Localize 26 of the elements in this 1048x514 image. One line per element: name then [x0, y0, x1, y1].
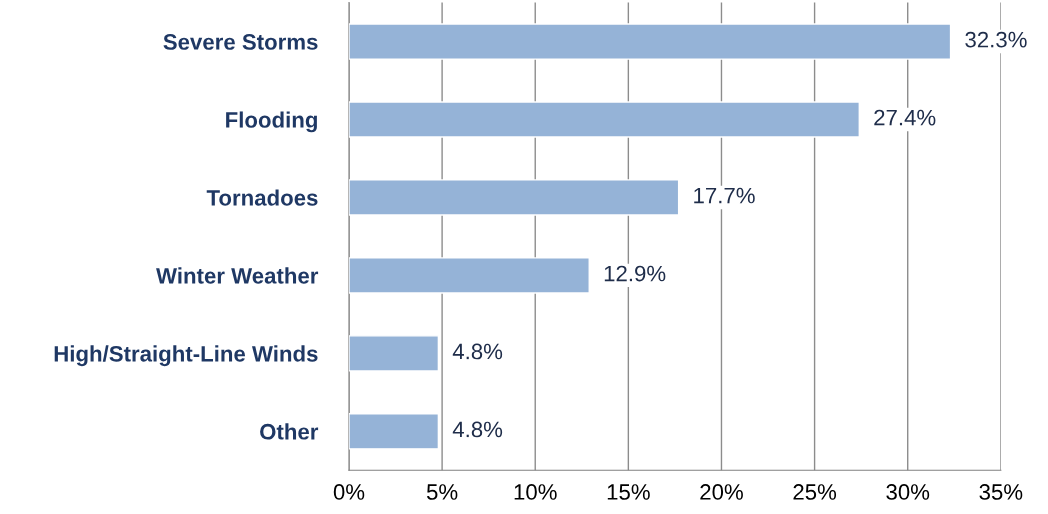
- data-label: 27.4%: [874, 109, 936, 126]
- x-tick-label: 15%: [607, 484, 650, 500]
- data-label: 32.3%: [965, 31, 1027, 48]
- data-label: 12.9%: [604, 265, 666, 282]
- y-tick-label: Flooding: [226, 111, 317, 133]
- bar: [348, 413, 440, 450]
- y-tick-label: Severe Storms: [163, 34, 318, 50]
- x-tick-label: 30%: [886, 484, 930, 500]
- y-tick-label: Winter Weather: [156, 267, 319, 284]
- x-tick-label: 35%: [979, 484, 1023, 500]
- data-label: 4.8%: [452, 343, 503, 360]
- bar: [348, 101, 860, 138]
- x-tick-label: 20%: [700, 484, 743, 500]
- data-label: 17.7%: [694, 187, 755, 204]
- bar: [348, 179, 680, 216]
- bar: [348, 335, 440, 372]
- x-tick-label: 25%: [793, 484, 837, 500]
- x-tick-label: 10%: [514, 484, 557, 500]
- x-tick-label: 5%: [426, 484, 458, 500]
- data-label: 4.8%: [452, 421, 503, 438]
- y-tick-label: High/Straight-Line Winds: [54, 345, 318, 367]
- bar: [348, 23, 952, 60]
- y-tick-label: Other: [260, 423, 319, 440]
- y-tick-label: Tornadoes: [206, 189, 318, 206]
- x-tick-label: 0%: [333, 484, 365, 500]
- bar: [348, 257, 590, 294]
